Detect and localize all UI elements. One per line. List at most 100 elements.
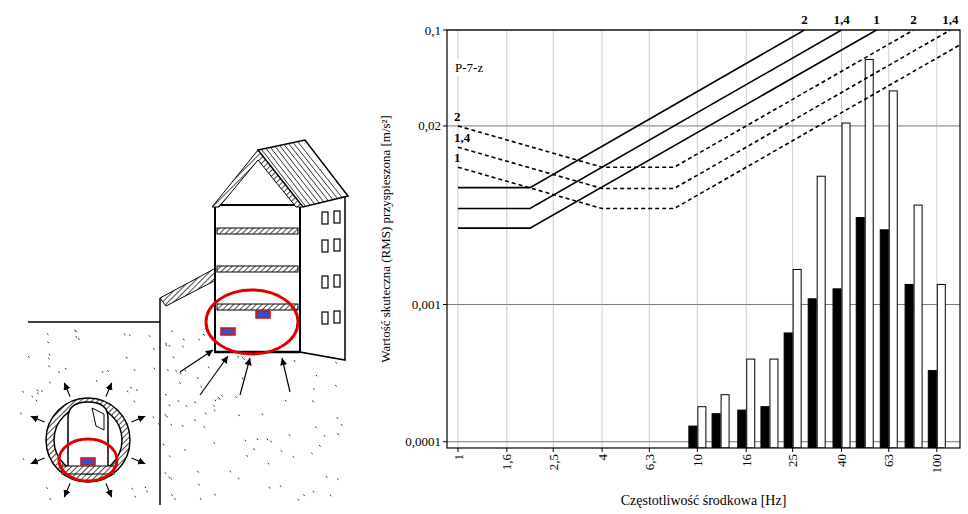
- soil-dot: [47, 342, 49, 343]
- soil-dot: [149, 335, 151, 336]
- tick-label: 2,5: [546, 454, 561, 470]
- soil-dot: [313, 389, 315, 390]
- soil-dot: [153, 349, 155, 350]
- soil-dot: [335, 385, 337, 386]
- grid-line: [506, 30, 507, 448]
- tick-mark: [443, 125, 447, 126]
- soil-dot: [163, 444, 165, 445]
- tick-mark: [443, 30, 447, 31]
- bar: [937, 284, 945, 448]
- sensor: [221, 328, 235, 335]
- soil-dot: [37, 393, 39, 394]
- soil-dot: [341, 424, 343, 425]
- bar: [842, 123, 850, 448]
- soil-dot: [219, 398, 221, 399]
- bar: [689, 426, 697, 448]
- series-label: 2: [454, 109, 461, 124]
- soil-dot: [173, 357, 175, 358]
- roof-hatch: [289, 144, 333, 200]
- tick-mark: [746, 448, 747, 452]
- grid-line: [649, 30, 650, 448]
- soil-dot: [178, 400, 180, 401]
- soil-dot: [215, 400, 217, 401]
- soil-dot: [23, 459, 25, 460]
- wave-arrow: [240, 358, 250, 395]
- window: [322, 276, 328, 288]
- soil-dot: [281, 450, 283, 451]
- soil-dot: [102, 371, 104, 372]
- soil-dot: [130, 387, 132, 388]
- soil-dot: [134, 401, 136, 402]
- tunnel-arrow: [131, 416, 145, 422]
- soil-dot: [134, 369, 136, 370]
- tick-label: 0,1: [425, 23, 441, 38]
- soil-dot: [49, 354, 51, 355]
- wave-arrow: [282, 358, 290, 392]
- soil-dot: [242, 357, 244, 358]
- soil-dot: [49, 382, 51, 383]
- soil-dot: [174, 498, 176, 499]
- soil-dot: [28, 356, 30, 357]
- soil-dot: [319, 445, 321, 446]
- tick-mark: [506, 448, 507, 452]
- tick-label: 63: [881, 454, 896, 467]
- soil-dot: [268, 463, 270, 464]
- soil-dot: [293, 456, 295, 457]
- roof-hatch: [298, 142, 342, 197]
- track-bed: [62, 466, 114, 474]
- soil-dot: [238, 478, 240, 479]
- series-label: 1: [454, 150, 461, 165]
- soil-dot: [179, 383, 181, 384]
- soil-dot: [337, 417, 339, 418]
- soil-dot: [129, 335, 131, 336]
- porch-roof: [160, 268, 216, 306]
- soil-dot: [167, 370, 169, 371]
- bar: [928, 371, 936, 448]
- soil-dot: [243, 359, 245, 360]
- soil-dot: [270, 441, 272, 442]
- soil-dot: [65, 368, 67, 369]
- threshold-line: [458, 30, 804, 188]
- soil-dot: [313, 491, 315, 492]
- bar: [914, 205, 922, 448]
- soil-dot: [289, 434, 291, 435]
- grid-line: [553, 30, 554, 448]
- window: [322, 212, 328, 224]
- annotation-patch: [453, 59, 485, 76]
- soil-dot: [165, 414, 167, 415]
- roof-hatch: [262, 150, 306, 207]
- soil-dot: [131, 488, 133, 489]
- bar: [889, 91, 897, 448]
- soil-dot: [311, 453, 313, 454]
- bar: [793, 269, 801, 448]
- tick-label: 6,3: [642, 454, 657, 470]
- soil-dot: [169, 456, 171, 457]
- grid-line: [602, 30, 603, 448]
- soil-dot: [214, 494, 216, 495]
- soil-dot: [315, 427, 317, 428]
- wave-arrow: [180, 350, 213, 372]
- bar: [817, 176, 825, 448]
- soil-dot: [74, 330, 76, 331]
- soil-dot: [335, 362, 337, 363]
- train: [68, 402, 108, 470]
- tunnel-arrow: [64, 483, 70, 497]
- building-side: [300, 196, 345, 360]
- grid-line: [457, 30, 458, 448]
- soil-dot: [22, 391, 24, 392]
- bar: [856, 218, 864, 448]
- window: [322, 240, 328, 252]
- soil-dot: [267, 439, 269, 440]
- sensor: [256, 311, 270, 318]
- soil-dot: [154, 368, 156, 369]
- window: [334, 239, 340, 251]
- bar: [905, 284, 913, 448]
- highlight-ring: [59, 439, 117, 481]
- soil-dot: [48, 358, 50, 359]
- soil-dot: [146, 491, 148, 492]
- tick-mark: [792, 448, 793, 452]
- tick-label: 40: [834, 454, 849, 467]
- soil-dot: [198, 484, 200, 485]
- roof-hatch: [271, 148, 315, 205]
- tick-label: 25: [785, 454, 800, 467]
